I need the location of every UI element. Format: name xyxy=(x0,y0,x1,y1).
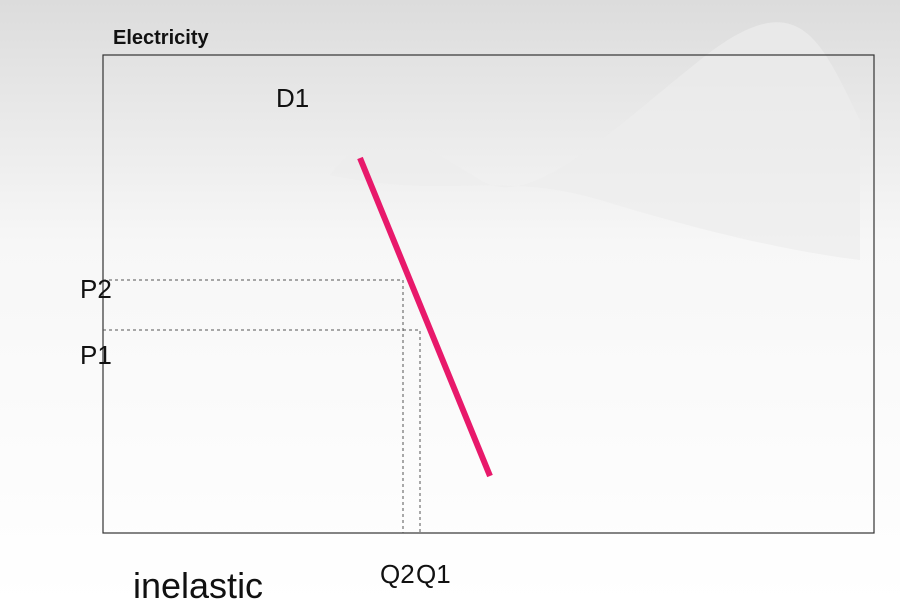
caption: inelastic xyxy=(133,565,263,605)
quantity-label: Q2 xyxy=(380,559,415,589)
curve-label: D1 xyxy=(276,83,309,113)
title: Electricity xyxy=(113,27,209,49)
quantity-label: Q1 xyxy=(416,559,451,589)
diagram: Electricity D1 P2 P1 Q2 Q1 inelastic xyxy=(0,0,900,605)
price-label: P2 xyxy=(80,274,112,304)
page: Electricity D1 P2 P1 Q2 Q1 inelastic (()… xyxy=(0,0,900,605)
price-label: P1 xyxy=(80,340,112,370)
